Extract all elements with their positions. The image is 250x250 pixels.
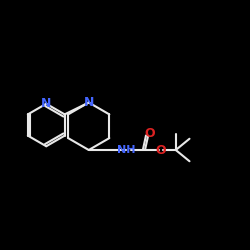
Text: O: O [156, 144, 166, 156]
Text: O: O [144, 127, 154, 140]
Text: N: N [41, 97, 51, 110]
Text: N: N [84, 96, 94, 109]
Text: NH: NH [117, 145, 136, 155]
